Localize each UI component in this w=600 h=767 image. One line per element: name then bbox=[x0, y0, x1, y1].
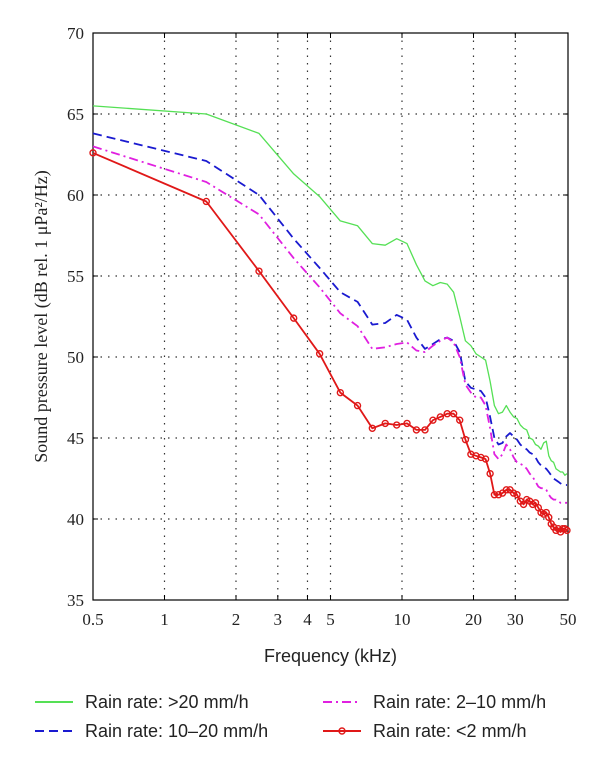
x-axis-title: Frequency (kHz) bbox=[264, 646, 397, 666]
data-point bbox=[393, 421, 401, 429]
data-point bbox=[353, 401, 362, 410]
legend-label-3: Rain rate: <2 mm/h bbox=[373, 721, 527, 741]
data-point bbox=[449, 410, 458, 418]
legend-label-1: Rain rate: 10–20 mm/h bbox=[85, 721, 268, 741]
data-point bbox=[490, 491, 499, 499]
data-point bbox=[403, 419, 411, 428]
data-point bbox=[255, 267, 263, 275]
data-point bbox=[456, 416, 464, 424]
x-tick-label: 5 bbox=[326, 610, 335, 629]
data-point bbox=[421, 426, 429, 434]
series-line-2 bbox=[92, 145, 567, 504]
legend: Rain rate: >20 mm/h Rain rate: 10–20 mm/… bbox=[35, 692, 546, 741]
x-tick-label: 4 bbox=[303, 610, 312, 629]
x-tick-label: 3 bbox=[274, 610, 283, 629]
legend-item-3: Rain rate: <2 mm/h bbox=[323, 721, 527, 741]
y-axis-title: Sound pressure level (dB rel. 1 μPa²/Hz) bbox=[31, 170, 52, 462]
x-tick-label: 0.5 bbox=[82, 610, 103, 629]
x-tick-label: 2 bbox=[232, 610, 241, 629]
data-point bbox=[486, 469, 494, 478]
y-tick-label: 35 bbox=[67, 591, 84, 610]
y-tick-label: 65 bbox=[67, 105, 84, 124]
series-2 bbox=[92, 145, 567, 504]
legend-marker-3 bbox=[338, 727, 346, 735]
x-tick-label: 20 bbox=[465, 610, 482, 629]
data-point bbox=[477, 453, 485, 462]
legend-label-2: Rain rate: 2–10 mm/h bbox=[373, 692, 546, 712]
series-line-0 bbox=[92, 105, 568, 476]
data-point bbox=[494, 491, 503, 499]
x-tick-label: 10 bbox=[393, 610, 410, 629]
data-point bbox=[509, 489, 518, 497]
series-layer bbox=[89, 105, 571, 536]
data-point bbox=[545, 513, 553, 522]
data-point bbox=[481, 455, 490, 463]
data-point bbox=[513, 491, 521, 499]
legend-item-2: Rain rate: 2–10 mm/h bbox=[323, 692, 546, 712]
legend-label-0: Rain rate: >20 mm/h bbox=[85, 692, 249, 712]
y-tick-label: 45 bbox=[67, 429, 84, 448]
plot-frame bbox=[92, 32, 569, 601]
x-tick-label: 30 bbox=[507, 610, 524, 629]
tick-labels: 0.5 1 2 3 4 5 10 20 30 50 35 40 45 50 55 60 65 70 bbox=[67, 24, 577, 629]
x-tick-label: 50 bbox=[560, 610, 577, 629]
data-point bbox=[315, 350, 324, 358]
data-point bbox=[381, 419, 389, 428]
y-tick-label: 70 bbox=[67, 24, 84, 43]
series-line-1 bbox=[92, 132, 567, 486]
data-point bbox=[436, 413, 445, 421]
data-point bbox=[502, 486, 511, 494]
data-point bbox=[89, 149, 97, 157]
data-point bbox=[563, 526, 571, 535]
y-tick-label: 50 bbox=[67, 348, 84, 367]
legend-item-0: Rain rate: >20 mm/h bbox=[35, 692, 249, 712]
data-point bbox=[461, 435, 470, 444]
legend-swatch-3 bbox=[323, 727, 361, 735]
data-point bbox=[290, 314, 298, 322]
data-point bbox=[202, 197, 211, 206]
grid bbox=[93, 33, 568, 600]
data-point bbox=[412, 426, 421, 434]
data-point bbox=[429, 416, 437, 424]
series-0 bbox=[92, 105, 568, 476]
series-1 bbox=[92, 132, 567, 486]
data-point bbox=[336, 388, 345, 397]
data-point bbox=[368, 424, 377, 432]
series-3 bbox=[89, 149, 571, 536]
x-tick-label: 1 bbox=[160, 610, 169, 629]
legend-item-1: Rain rate: 10–20 mm/h bbox=[35, 721, 268, 741]
y-tick-label: 60 bbox=[67, 186, 84, 205]
y-tick-label: 55 bbox=[67, 267, 84, 286]
series-line-3 bbox=[92, 152, 568, 533]
y-tick-label: 40 bbox=[67, 510, 84, 529]
